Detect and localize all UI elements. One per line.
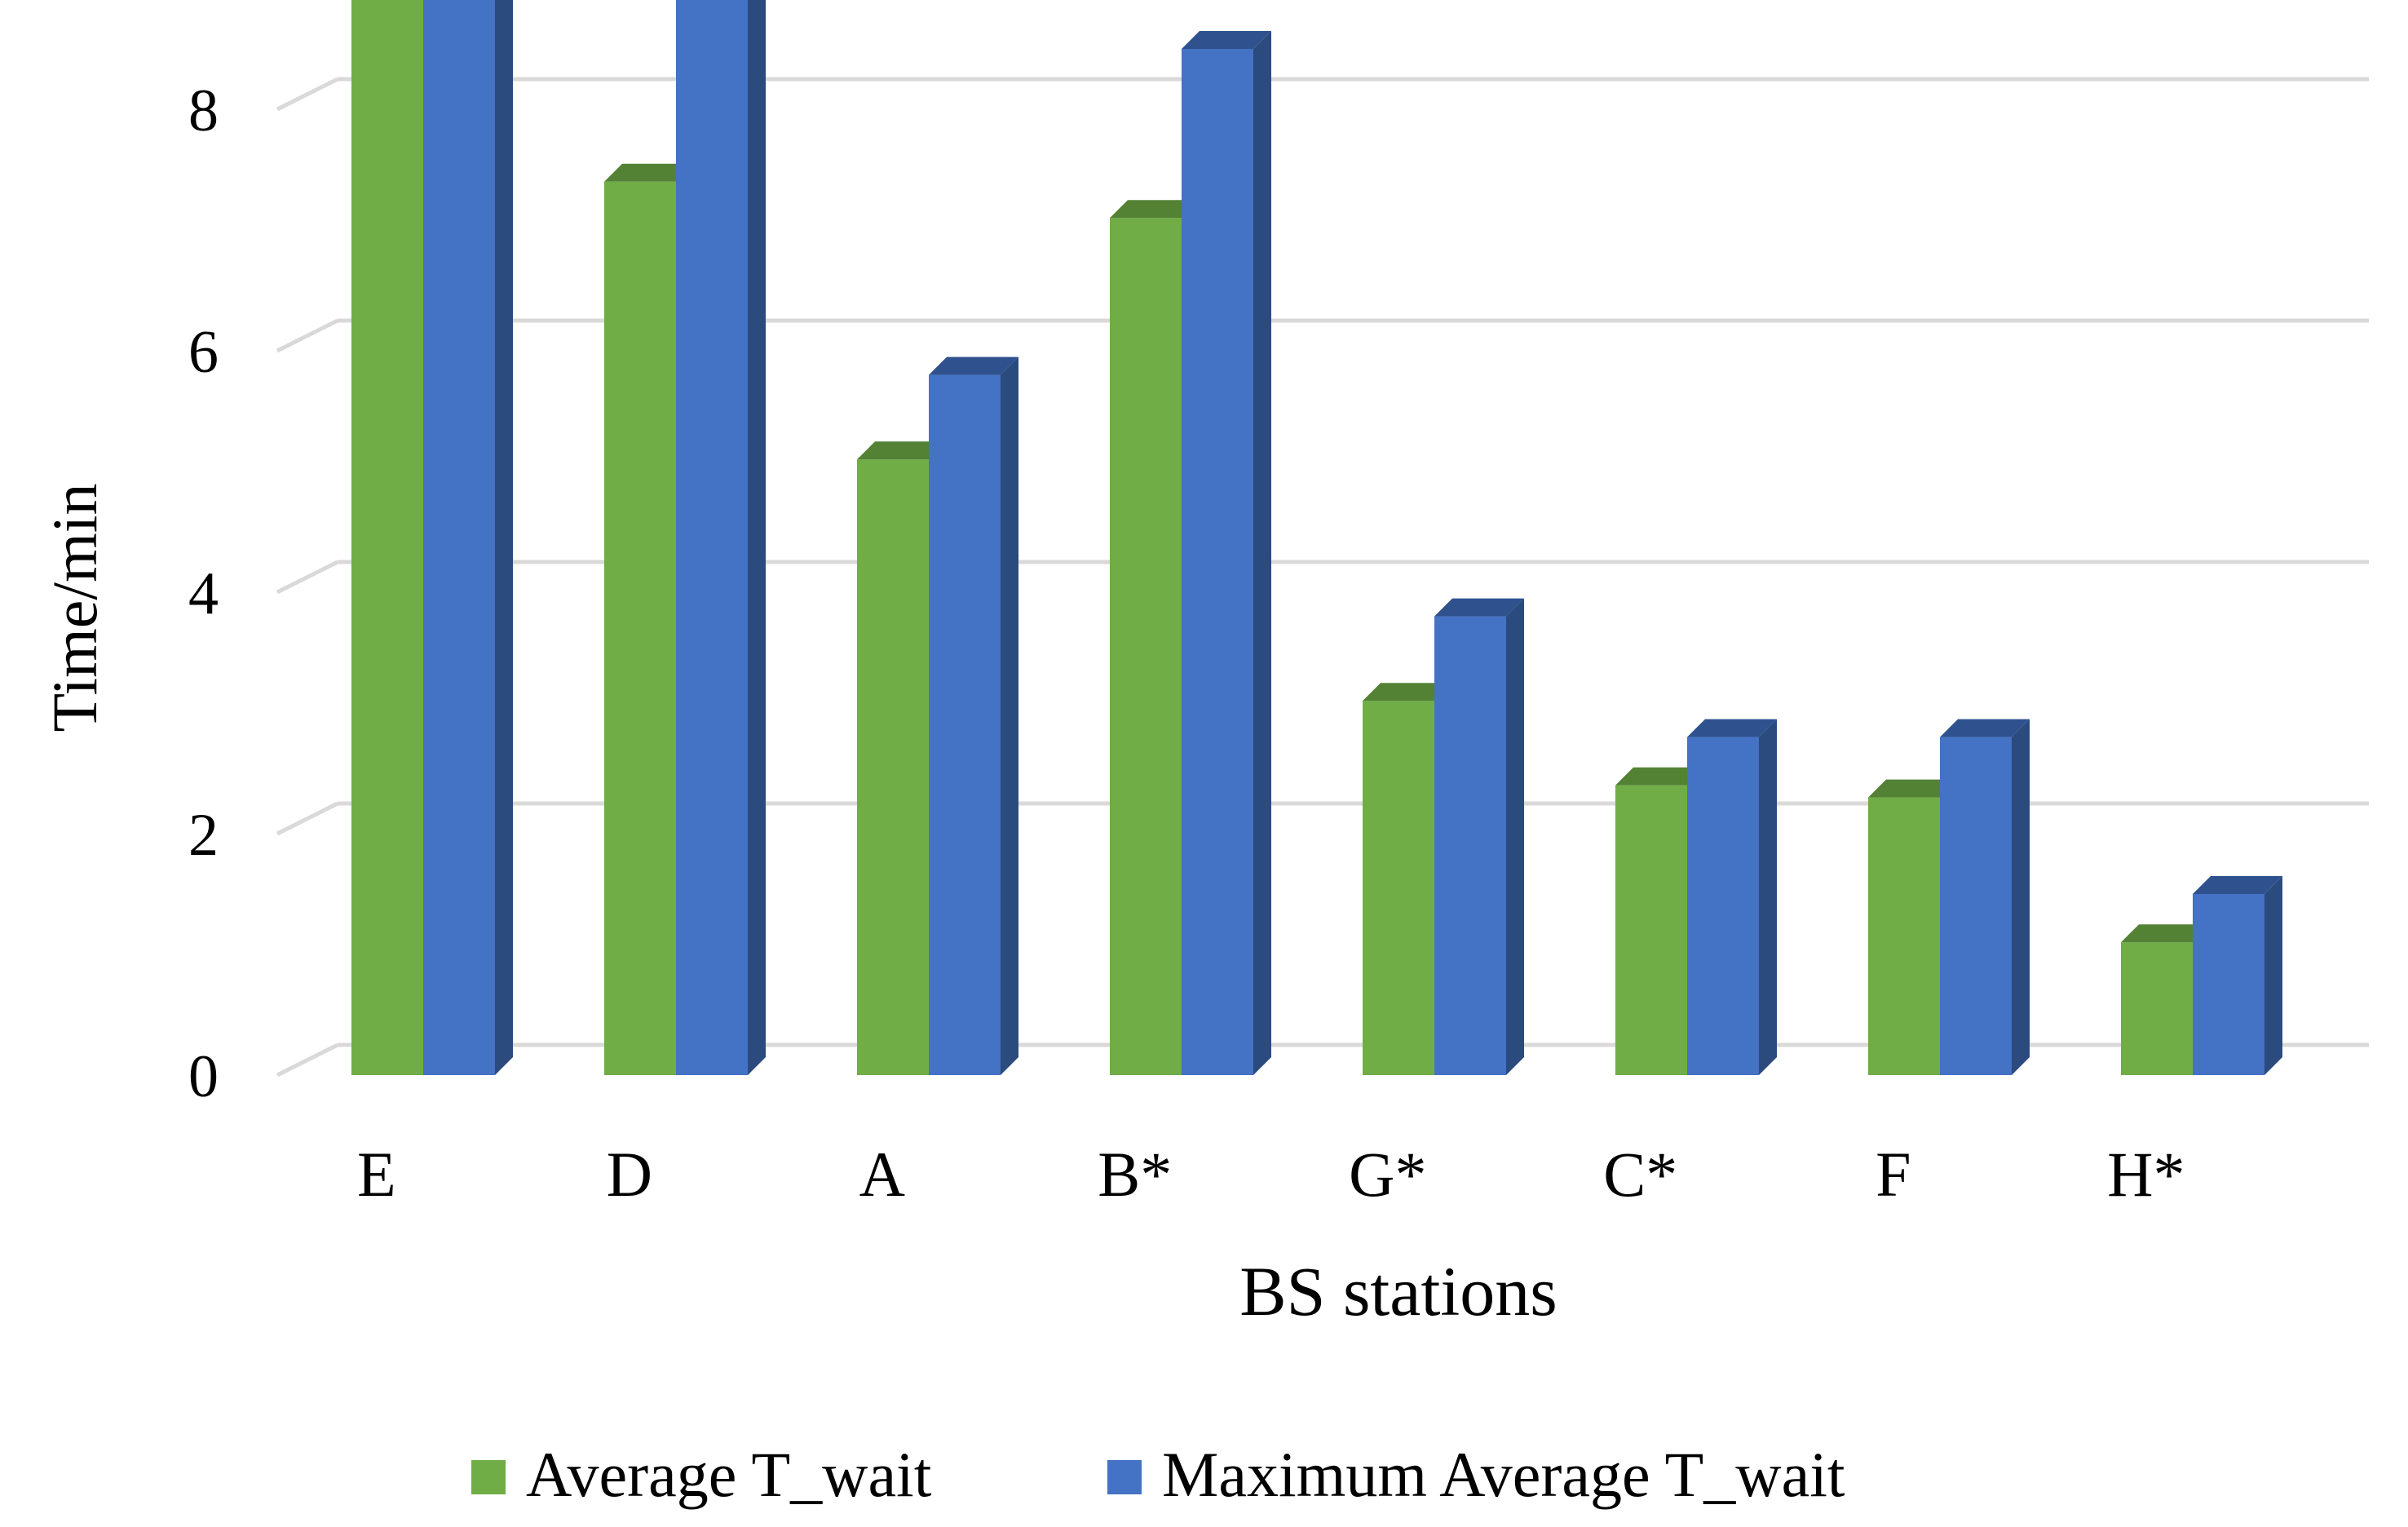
bar-top bbox=[2121, 924, 2211, 943]
bar-side bbox=[1506, 598, 1524, 1075]
bar-front bbox=[2193, 894, 2264, 1075]
legend-label-average: Average T_wait bbox=[526, 1439, 932, 1510]
bar-front bbox=[1868, 797, 1940, 1075]
y-tick-label: 6 bbox=[188, 319, 219, 386]
bar-top bbox=[1868, 779, 1958, 798]
bar-side bbox=[748, 0, 766, 1075]
legend-swatch-average bbox=[471, 1460, 506, 1494]
x-tick-label: D bbox=[607, 1139, 652, 1210]
x-axis-ticks: E D A B* G* C* F H* bbox=[357, 1139, 2185, 1210]
x-tick-label: C* bbox=[1603, 1139, 1677, 1210]
bar-top bbox=[857, 441, 947, 460]
gridlines bbox=[276, 77, 2369, 1078]
bar-front bbox=[423, 0, 495, 1076]
gridline-side bbox=[276, 77, 339, 112]
bar-maximum-D bbox=[676, 0, 766, 1075]
bar-front bbox=[1687, 737, 1759, 1075]
bar-front bbox=[1940, 737, 2012, 1075]
y-tick-label: 0 bbox=[188, 1043, 219, 1110]
gridline-side bbox=[276, 801, 339, 836]
x-tick-label: G* bbox=[1349, 1139, 1426, 1210]
bar-side bbox=[2264, 876, 2282, 1075]
y-axis-ticks: 0246810121416 bbox=[188, 77, 219, 1110]
bar-top bbox=[1615, 767, 1705, 786]
bar-top bbox=[2193, 876, 2282, 894]
bar-front bbox=[604, 181, 676, 1075]
gridline-side bbox=[276, 560, 339, 595]
legend-swatch-maximum bbox=[1107, 1460, 1142, 1494]
bar-front bbox=[1363, 701, 1434, 1075]
bar-front bbox=[1615, 785, 1687, 1075]
bar-top bbox=[1434, 598, 1524, 617]
bar-maximum-E bbox=[423, 0, 513, 1076]
bar-front bbox=[1434, 616, 1506, 1075]
bar-front bbox=[857, 459, 929, 1075]
bar-side bbox=[1001, 356, 1018, 1076]
bar-side bbox=[1759, 719, 1777, 1075]
bar-top bbox=[1110, 200, 1200, 219]
bar-top bbox=[1182, 31, 1271, 49]
bar-top bbox=[929, 356, 1018, 375]
y-tick-label: 2 bbox=[188, 802, 219, 869]
y-tick-label: 4 bbox=[188, 560, 219, 627]
bar-front bbox=[676, 0, 748, 1075]
bar-front bbox=[1110, 218, 1182, 1076]
legend: Average T_wait Maximum Average T_wait bbox=[471, 1439, 1845, 1510]
x-tick-label: E bbox=[357, 1139, 396, 1210]
bar-maximum-F bbox=[1940, 719, 2030, 1075]
bar-front bbox=[929, 374, 1001, 1076]
bar-maximum-H* bbox=[2193, 876, 2282, 1075]
bar-side bbox=[2012, 719, 2030, 1075]
bar-top bbox=[1940, 719, 2030, 737]
bars bbox=[351, 0, 2282, 1076]
bar-maximum-A bbox=[929, 356, 1018, 1076]
bar-top bbox=[1363, 683, 1452, 702]
bar-front bbox=[351, 0, 423, 1076]
bar-top bbox=[1687, 719, 1777, 737]
bar-maximum-C* bbox=[1687, 719, 1777, 1075]
x-tick-label: F bbox=[1876, 1139, 1911, 1210]
bar-front bbox=[2121, 942, 2193, 1075]
x-tick-label: B* bbox=[1098, 1139, 1172, 1210]
x-tick-label: H* bbox=[2107, 1139, 2185, 1210]
y-axis-label: Time/min bbox=[39, 484, 110, 733]
y-tick-label: 8 bbox=[188, 77, 219, 144]
bar-side bbox=[495, 0, 513, 1075]
x-axis-label: BS stations bbox=[1239, 1252, 1557, 1330]
bar-maximum-G* bbox=[1434, 598, 1524, 1075]
bar-maximum-B* bbox=[1182, 31, 1271, 1075]
bar-top bbox=[604, 163, 694, 182]
bar-front bbox=[1182, 49, 1253, 1075]
bar-side bbox=[1253, 31, 1271, 1075]
gridline-side bbox=[276, 318, 339, 353]
x-tick-label: A bbox=[859, 1139, 905, 1210]
legend-label-maximum: Maximum Average T_wait bbox=[1162, 1439, 1845, 1510]
gridline-side bbox=[276, 1042, 339, 1078]
